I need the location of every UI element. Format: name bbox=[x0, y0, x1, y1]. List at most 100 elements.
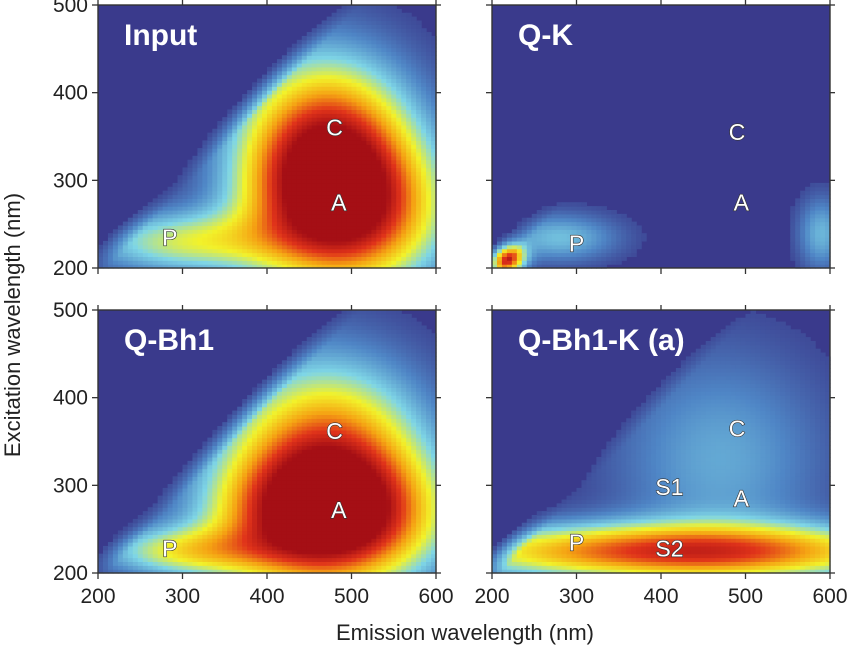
heatmap-cell bbox=[242, 155, 248, 161]
heatmap-cell bbox=[237, 237, 243, 242]
heatmap-cell bbox=[366, 260, 372, 265]
heatmap-cell bbox=[202, 441, 208, 446]
heatmap-cell bbox=[187, 252, 194, 257]
heatmap-cell bbox=[296, 47, 303, 53]
heatmap-cell bbox=[296, 217, 303, 223]
heatmap-cell bbox=[257, 237, 263, 242]
heatmap-cell bbox=[401, 163, 407, 169]
heatmap-cell bbox=[281, 414, 288, 419]
heatmap-cell bbox=[177, 233, 184, 238]
heatmap-cell bbox=[247, 213, 253, 219]
heatmap-cell bbox=[217, 244, 223, 250]
heatmap-cell bbox=[222, 182, 228, 188]
heatmap-cell bbox=[242, 113, 248, 118]
heatmap-cell bbox=[112, 252, 119, 257]
heatmap-cell bbox=[331, 47, 338, 53]
heatmap-cell bbox=[301, 63, 308, 68]
heatmap-cell bbox=[232, 124, 238, 130]
heatmap-cell bbox=[371, 78, 377, 83]
heatmap-cell bbox=[242, 233, 248, 238]
heatmap-cell bbox=[321, 206, 328, 211]
heatmap-cell bbox=[172, 518, 179, 524]
heatmap-cell bbox=[386, 20, 392, 25]
heatmap-cell bbox=[286, 449, 293, 454]
heatmap-cell bbox=[192, 499, 199, 504]
heatmap-cell bbox=[187, 522, 194, 528]
heatmap-cell bbox=[237, 460, 243, 466]
heatmap-cell bbox=[202, 472, 208, 477]
heatmap-cell bbox=[187, 206, 194, 211]
heatmap-cell bbox=[426, 59, 432, 64]
heatmap-cell bbox=[132, 553, 139, 559]
heatmap-cell bbox=[576, 202, 583, 207]
heatmap-cell bbox=[237, 117, 243, 122]
heatmap-cell bbox=[291, 225, 298, 230]
heatmap-cell bbox=[296, 105, 303, 111]
heatmap-cell bbox=[596, 252, 602, 257]
heatmap-cell bbox=[227, 545, 233, 551]
heatmap-cell bbox=[381, 136, 387, 141]
heatmap-cell bbox=[247, 480, 253, 485]
heatmap-cell bbox=[137, 213, 144, 219]
heatmap-cell bbox=[805, 209, 811, 215]
heatmap-cell bbox=[316, 132, 323, 138]
heatmap-cell bbox=[237, 213, 243, 219]
heatmap-cell bbox=[301, 179, 308, 184]
heatmap-cell bbox=[286, 553, 293, 559]
heatmap-cell bbox=[421, 35, 427, 41]
heatmap-cell bbox=[267, 194, 273, 199]
heatmap-cell bbox=[227, 206, 233, 211]
heatmap-cell bbox=[207, 565, 213, 570]
heatmap-cell bbox=[291, 360, 298, 365]
heatmap-cell bbox=[546, 240, 553, 246]
heatmap-cell bbox=[331, 225, 338, 230]
heatmap-cell bbox=[291, 179, 298, 184]
heatmap-cell bbox=[237, 480, 243, 485]
heatmap-cell bbox=[492, 264, 498, 269]
heatmap-cell bbox=[222, 480, 228, 485]
heatmap-cell bbox=[411, 175, 417, 180]
heatmap-cell bbox=[356, 78, 363, 83]
y-tick-label: 400 bbox=[53, 82, 88, 105]
heatmap-cell bbox=[426, 179, 432, 184]
heatmap-cell bbox=[286, 437, 293, 443]
heatmap-cell bbox=[501, 233, 508, 238]
heatmap-cell bbox=[257, 406, 263, 412]
heatmap-cell bbox=[222, 507, 228, 512]
heatmap-cell bbox=[267, 503, 273, 508]
heatmap-cell bbox=[361, 66, 368, 72]
heatmap-cell bbox=[291, 449, 298, 454]
heatmap-cell bbox=[815, 256, 821, 261]
heatmap-cell bbox=[321, 66, 328, 72]
heatmap-cell bbox=[810, 244, 816, 250]
heatmap-cell bbox=[222, 549, 228, 555]
heatmap-cell bbox=[227, 256, 233, 261]
heatmap-cell bbox=[267, 418, 273, 423]
heatmap-cell bbox=[152, 229, 159, 234]
heatmap-cell bbox=[326, 144, 333, 149]
heatmap-cell bbox=[162, 217, 169, 223]
heatmap-cell bbox=[566, 217, 573, 223]
heatmap-cell bbox=[167, 514, 174, 520]
heatmap-cell bbox=[386, 252, 392, 257]
heatmap-cell bbox=[361, 47, 368, 53]
heatmap-cell bbox=[207, 503, 213, 508]
heatmap-cell bbox=[356, 202, 363, 207]
heatmap-cell bbox=[281, 557, 288, 562]
heatmap-cell bbox=[566, 237, 573, 242]
heatmap-cell bbox=[406, 206, 412, 211]
heatmap-cell bbox=[267, 198, 273, 203]
heatmap-cell bbox=[341, 248, 348, 254]
heatmap-cell bbox=[311, 260, 318, 265]
heatmap-cell bbox=[546, 244, 553, 250]
heatmap-cell bbox=[511, 240, 518, 246]
heatmap-cell bbox=[321, 24, 328, 29]
heatmap-cell bbox=[107, 260, 114, 265]
heatmap-cell bbox=[202, 190, 208, 196]
heatmap-cell bbox=[386, 39, 392, 45]
heatmap-cell bbox=[371, 124, 377, 130]
heatmap-cell bbox=[281, 121, 288, 126]
heatmap-cell bbox=[147, 569, 154, 574]
heatmap-cell bbox=[142, 542, 149, 547]
heatmap-cell bbox=[252, 155, 258, 161]
